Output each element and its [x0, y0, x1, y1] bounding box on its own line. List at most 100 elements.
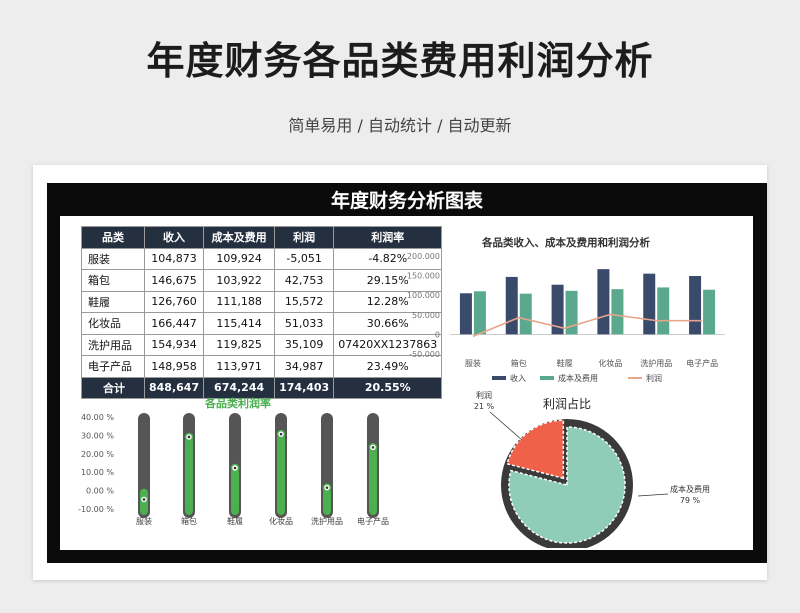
y-tick-label: -50.000 [409, 350, 440, 359]
cell-category: 鞋履 [81, 290, 145, 313]
cell-total-cost: 674,244 [203, 376, 276, 399]
cell-margin: -4.82% [333, 247, 443, 270]
pie-leader-line [637, 493, 669, 497]
cell-category: 服装 [81, 247, 145, 270]
pie-slice-profit [506, 419, 565, 480]
cost-bar [519, 293, 532, 335]
table-header-row: 品类 收入 成本及费用 利润 利润率 [81, 226, 443, 249]
page-subtitle: 简单易用 / 自动统计 / 自动更新 [288, 116, 512, 135]
pie-label-name: 利润 [476, 390, 492, 400]
margin-bar [277, 434, 285, 515]
cell-category: 电子产品 [81, 355, 145, 378]
x-tick-label: 化妆品 [598, 358, 622, 368]
cost-bar [473, 291, 486, 335]
cell-income: 166,447 [143, 312, 205, 335]
table-row: 电子产品 148,958 113,971 34,987 23.49% [81, 355, 443, 378]
y-tick-label: -10.00 % [78, 505, 114, 514]
cell-profit: 42,753 [274, 269, 335, 292]
dashboard-title: 年度财务分析图表 [330, 190, 483, 212]
cell-category: 箱包 [81, 269, 145, 292]
y-tick-label: 200.000 [407, 252, 440, 261]
col-header-margin: 利润率 [333, 226, 443, 249]
x-tick-label: 鞋履 [227, 516, 243, 526]
cell-cost: 103,922 [203, 269, 276, 292]
cell-cost: 115,414 [203, 312, 276, 335]
pie-chart-title: 利润占比 [543, 396, 591, 411]
cost-bar [565, 290, 578, 335]
legend-swatch [540, 376, 554, 380]
profit-margin-chart: 各品类利润率 40.00 % 30.00 % 20.00 % 10.00 % 0.00 … [78, 396, 389, 526]
cell-total-margin: 20.55% [333, 376, 443, 399]
margin-marker-dot [187, 435, 191, 439]
margin-bar [369, 447, 377, 515]
cell-income: 148,958 [143, 355, 205, 378]
income-bar [597, 269, 610, 335]
legend-label: 成本及费用 [558, 373, 598, 383]
x-tick-label: 箱包 [181, 516, 197, 526]
col-header-category: 品类 [81, 226, 145, 249]
cell-margin: 07420XX1237863 [333, 333, 443, 356]
y-tick-label: 30.00 % [81, 431, 114, 440]
col-header-income: 收入 [143, 226, 205, 249]
cell-cost: 113,971 [203, 355, 276, 378]
combo-chart-title: 各品类收入、成本及费用和利润分析 [481, 236, 650, 249]
legend-label: 收入 [510, 373, 526, 383]
pie-label-value: 79 % [680, 496, 701, 505]
col-header-cost: 成本及费用 [203, 226, 276, 249]
cell-income: 104,873 [143, 247, 205, 270]
y-tick-label: 100.000 [407, 291, 440, 300]
table-row: 箱包 146,675 103,922 42,753 29.15% [81, 269, 443, 292]
profit-line [472, 313, 703, 338]
y-tick-label: 20.00 % [81, 450, 114, 459]
x-tick-label: 洗护用品 [311, 516, 343, 526]
cost-bar [657, 287, 670, 335]
margin-marker-dot [142, 498, 146, 501]
cell-total-income: 848,647 [143, 376, 205, 399]
cell-margin: 29.15% [333, 269, 443, 292]
cell-income: 126,760 [143, 290, 205, 313]
x-tick-label: 鞋履 [557, 358, 573, 368]
cell-total-profit: 174,403 [274, 376, 335, 399]
margin-marker-dot [279, 432, 283, 436]
cell-cost: 119,825 [203, 333, 276, 356]
margin-bar [231, 468, 239, 515]
x-tick-label: 电子产品 [686, 358, 718, 368]
x-tick-label: 电子产品 [357, 516, 389, 526]
cell-category: 化妆品 [81, 312, 145, 335]
income-bar [505, 276, 518, 335]
cell-total-label: 合计 [81, 376, 145, 399]
table-row: 洗护用品 154,934 119,825 35,109 07420XX12378… [81, 333, 443, 356]
cell-profit: -5,051 [274, 247, 335, 270]
cell-profit: 15,572 [274, 290, 335, 313]
cell-category: 洗护用品 [81, 333, 145, 356]
cell-profit: 34,987 [274, 355, 335, 378]
income-bar [689, 276, 702, 335]
margin-chart-title: 各品类利润率 [204, 396, 271, 410]
table-row: 化妆品 166,447 115,414 51,033 30.66% [81, 312, 443, 335]
income-bar [643, 273, 656, 335]
cell-cost: 109,924 [203, 247, 276, 270]
col-header-profit: 利润 [274, 226, 335, 249]
x-tick-label: 箱包 [511, 358, 527, 368]
profit-share-chart: 利润占比 利润 21 % 成本及费用 79 % [474, 390, 710, 548]
margin-bar [323, 487, 331, 515]
legend-swatch [492, 376, 506, 380]
y-tick-label: 50.000 [412, 311, 440, 320]
finance-table: 品类 收入 成本及费用 利润 利润率 服装 104,873 109,924 -5… [81, 226, 443, 399]
y-tick-label: 10.00 % [81, 468, 114, 477]
cell-income: 154,934 [143, 333, 205, 356]
x-tick-label: 服装 [136, 516, 152, 526]
y-tick-label: 0.00 % [86, 487, 114, 496]
margin-marker-dot [325, 486, 329, 489]
cell-margin: 30.66% [333, 312, 443, 335]
cost-bar [611, 289, 624, 335]
cell-income: 146,675 [143, 269, 205, 292]
income-bar [551, 284, 564, 335]
cell-profit: 51,033 [274, 312, 335, 335]
pie-slice-cost [508, 426, 626, 544]
table-row: 鞋履 126,760 111,188 15,572 12.28% [81, 290, 443, 313]
pie-label-name: 成本及费用 [670, 484, 710, 494]
y-tick-label: 0 [435, 330, 440, 339]
pie-leader-line [489, 411, 523, 441]
margin-marker-dot [233, 466, 237, 470]
